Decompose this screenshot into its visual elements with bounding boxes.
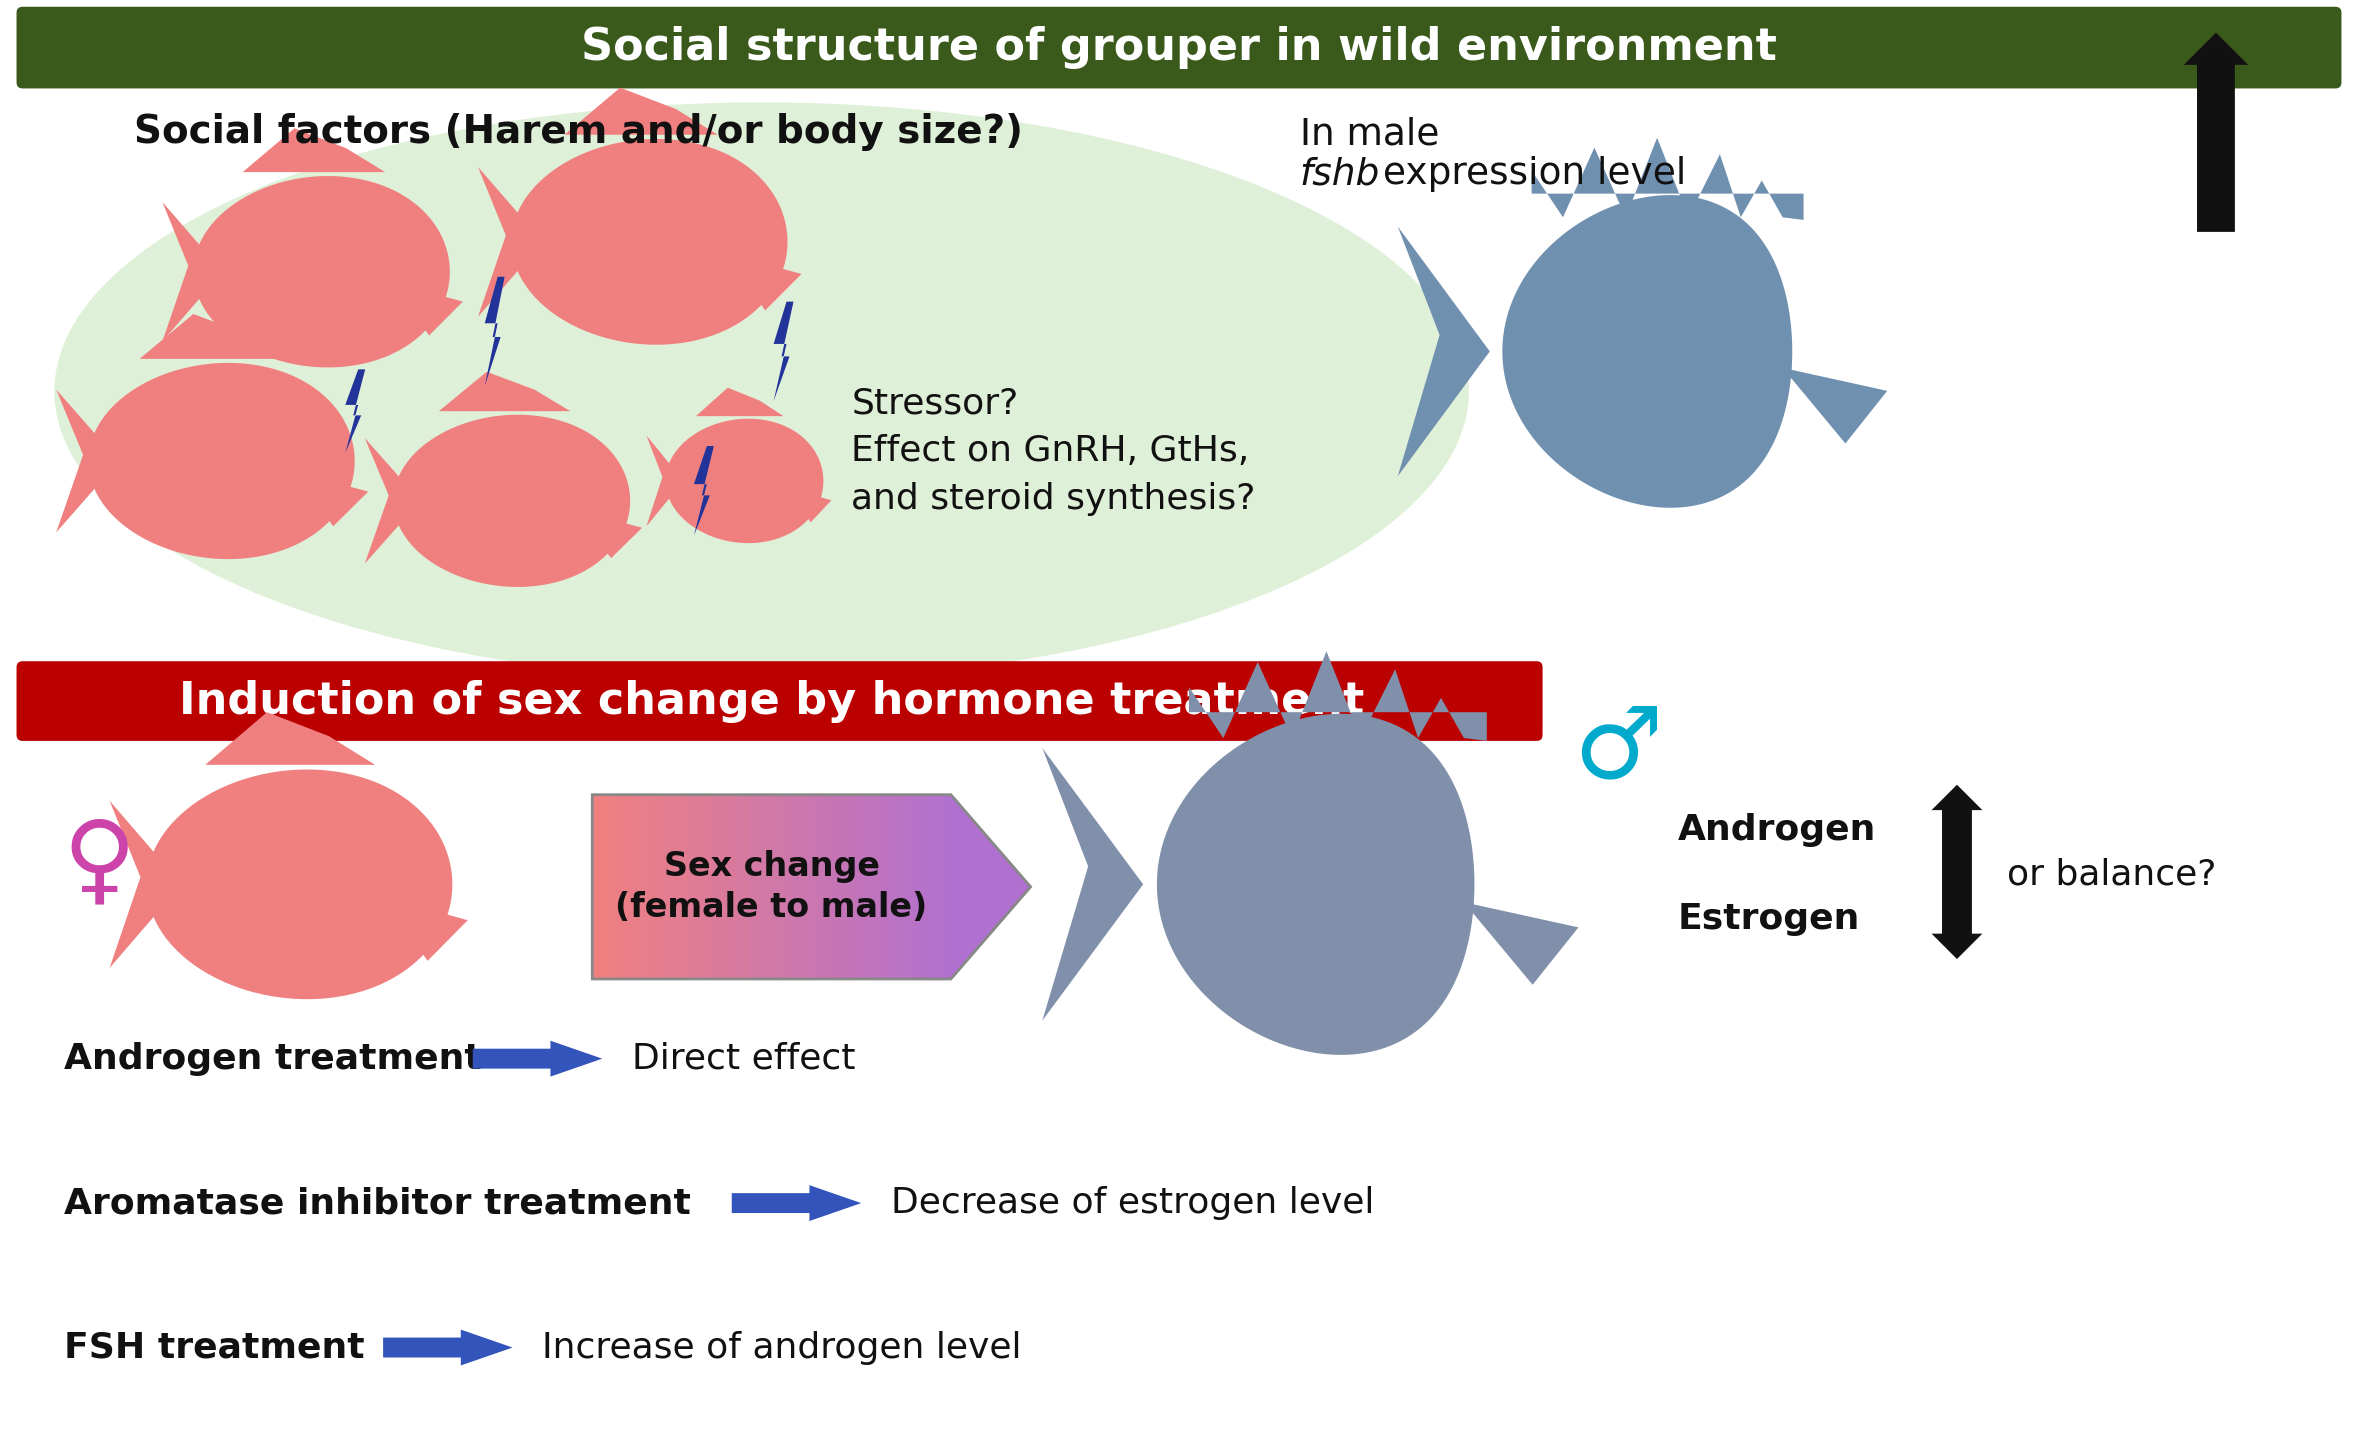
Bar <box>759 795 773 980</box>
Text: ♀: ♀ <box>64 817 137 912</box>
Polygon shape <box>693 446 714 536</box>
FancyBboxPatch shape <box>17 7 2341 89</box>
Polygon shape <box>391 282 462 336</box>
Text: In male: In male <box>1299 116 1438 152</box>
Bar <box>615 795 630 980</box>
Polygon shape <box>90 363 354 559</box>
Polygon shape <box>1042 748 1144 1021</box>
Polygon shape <box>292 472 368 526</box>
Text: fshb: fshb <box>1299 156 1379 192</box>
Polygon shape <box>163 202 215 342</box>
Bar <box>677 795 689 980</box>
Bar <box>712 795 724 980</box>
Polygon shape <box>344 369 365 453</box>
Polygon shape <box>205 712 375 765</box>
Bar <box>927 795 941 980</box>
Bar <box>795 795 809 980</box>
Polygon shape <box>731 1185 861 1221</box>
Text: Androgen treatment: Androgen treatment <box>64 1041 481 1075</box>
Text: Stressor?
Effect on GnRH, GtHs,
and steroid synthesis?: Stressor? Effect on GnRH, GtHs, and ster… <box>851 386 1257 516</box>
Bar <box>627 795 641 980</box>
Text: Direct effect: Direct effect <box>632 1041 856 1075</box>
Polygon shape <box>1533 137 1804 220</box>
FancyBboxPatch shape <box>17 661 1542 741</box>
Polygon shape <box>243 129 384 172</box>
Bar <box>724 795 736 980</box>
Polygon shape <box>1931 785 1983 960</box>
Bar <box>665 795 677 980</box>
Polygon shape <box>773 302 795 402</box>
Bar <box>818 795 832 980</box>
Bar <box>700 795 712 980</box>
Polygon shape <box>646 436 679 526</box>
Polygon shape <box>382 1330 512 1366</box>
Text: Androgen: Androgen <box>1679 812 1877 847</box>
Bar <box>604 795 618 980</box>
Polygon shape <box>1398 226 1490 476</box>
Polygon shape <box>146 769 453 1000</box>
Bar <box>938 795 953 980</box>
Text: or balance?: or balance? <box>2007 858 2217 891</box>
Polygon shape <box>564 87 717 134</box>
Text: Social structure of grouper in wild environment: Social structure of grouper in wild envi… <box>580 26 1778 69</box>
Ellipse shape <box>54 103 1469 681</box>
Polygon shape <box>1464 902 1578 985</box>
Polygon shape <box>1502 194 1792 508</box>
Polygon shape <box>486 277 505 386</box>
Polygon shape <box>479 167 533 317</box>
Polygon shape <box>365 438 413 563</box>
Polygon shape <box>394 415 630 586</box>
Polygon shape <box>950 795 1030 980</box>
Bar <box>844 795 856 980</box>
Bar <box>689 795 700 980</box>
Bar <box>736 795 750 980</box>
Polygon shape <box>472 1041 601 1077</box>
Bar <box>880 795 891 980</box>
Polygon shape <box>57 389 111 532</box>
Polygon shape <box>108 801 172 968</box>
Bar <box>868 795 880 980</box>
Polygon shape <box>382 897 467 961</box>
Polygon shape <box>724 253 802 310</box>
Polygon shape <box>1188 651 1488 741</box>
Text: Decrease of estrogen level: Decrease of estrogen level <box>891 1185 1375 1220</box>
Bar <box>903 795 915 980</box>
Polygon shape <box>193 176 450 368</box>
Text: Social factors (Harem and/or body size?): Social factors (Harem and/or body size?) <box>134 113 1023 152</box>
Bar <box>915 795 929 980</box>
Text: FSH treatment: FSH treatment <box>64 1330 365 1364</box>
Bar <box>806 795 821 980</box>
Bar <box>592 795 606 980</box>
Bar <box>832 795 844 980</box>
Polygon shape <box>2184 33 2247 232</box>
Bar <box>771 795 785 980</box>
Text: ♂: ♂ <box>1573 701 1662 798</box>
Polygon shape <box>139 315 288 359</box>
Text: Estrogen: Estrogen <box>1679 902 1860 937</box>
Polygon shape <box>512 139 788 345</box>
Text: Sex change
(female to male): Sex change (female to male) <box>615 849 927 924</box>
Polygon shape <box>439 372 571 412</box>
Bar <box>639 795 653 980</box>
Bar <box>891 795 903 980</box>
Polygon shape <box>575 511 641 558</box>
Text: expression level: expression level <box>1372 156 1686 192</box>
Polygon shape <box>665 419 823 543</box>
Text: Increase of androgen level: Increase of androgen level <box>542 1330 1021 1364</box>
Bar <box>747 795 762 980</box>
Text: Aromatase inhibitor treatment: Aromatase inhibitor treatment <box>64 1185 691 1220</box>
Polygon shape <box>1783 368 1886 443</box>
Bar <box>653 795 665 980</box>
Bar <box>856 795 868 980</box>
Bar <box>783 795 797 980</box>
Polygon shape <box>1158 714 1474 1055</box>
Text: Induction of sex change by hormone treatment: Induction of sex change by hormone treat… <box>179 679 1365 722</box>
Polygon shape <box>696 388 783 416</box>
Polygon shape <box>788 488 832 522</box>
